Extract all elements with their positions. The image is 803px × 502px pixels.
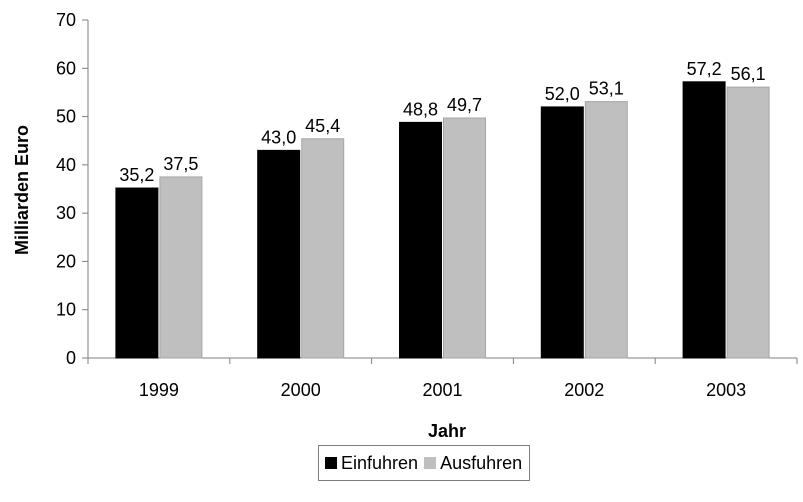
y-tick-label: 40 xyxy=(56,155,76,175)
bar-einfuhren-2003 xyxy=(682,81,726,359)
data-label: 48,8 xyxy=(403,99,438,119)
y-axis: 0 10 20 30 40 50 60 70 xyxy=(56,10,89,368)
legend-swatch-ausfuhren xyxy=(424,457,437,469)
data-label: 35,2 xyxy=(119,165,154,185)
legend-label-einfuhren: Einfuhren xyxy=(341,452,419,473)
bar-ausfuhren-1999 xyxy=(159,176,203,359)
y-tick-label: 20 xyxy=(56,251,76,271)
legend-label-ausfuhren: Ausfuhren xyxy=(440,452,523,473)
bar-ausfuhren-2001 xyxy=(443,117,486,359)
bar-einfuhren-2002 xyxy=(540,106,584,359)
data-labels: 35,2 37,5 43,0 45,4 48,8 49,7 52,0 53,1 57,2 56,1 xyxy=(119,59,765,185)
legend: Einfuhren Ausfuhren xyxy=(318,445,531,481)
bar-einfuhren-2001 xyxy=(399,121,442,359)
data-label: 45,4 xyxy=(305,116,340,136)
y-tick-label: 50 xyxy=(56,107,76,127)
x-tick-label: 2001 xyxy=(422,380,462,400)
bar-einfuhren-1999 xyxy=(115,187,159,359)
y-axis-title: Milliarden Euro xyxy=(12,125,32,255)
bars xyxy=(115,81,770,359)
bar-ausfuhren-2000 xyxy=(301,138,345,359)
x-tick-label: 2003 xyxy=(706,380,746,400)
y-tick-label: 0 xyxy=(66,348,76,368)
bar-chart: 0 10 20 30 40 50 60 70 1999 2000 2001 2002 2003 35,… xyxy=(12,10,798,440)
legend-item-ausfuhren: Ausfuhren xyxy=(424,453,522,474)
bar-einfuhren-2000 xyxy=(257,149,301,359)
y-tick-label: 10 xyxy=(56,300,76,320)
data-label: 52,0 xyxy=(545,84,580,104)
legend-swatch-einfuhren xyxy=(325,457,337,469)
bar-ausfuhren-2003 xyxy=(726,86,770,359)
y-tick-label: 60 xyxy=(56,58,76,78)
x-tick-label: 2000 xyxy=(281,380,321,400)
data-label: 37,5 xyxy=(163,154,198,174)
x-tick-label: 2002 xyxy=(564,380,604,400)
bar-ausfuhren-2002 xyxy=(584,101,628,359)
y-tick-label: 30 xyxy=(56,203,76,223)
data-label: 57,2 xyxy=(687,59,722,79)
x-axis: 1999 2000 2001 2002 2003 xyxy=(87,357,798,400)
data-label: 43,0 xyxy=(261,127,296,147)
data-label: 49,7 xyxy=(447,95,482,115)
y-tick-label: 70 xyxy=(56,10,76,30)
data-label: 56,1 xyxy=(731,64,766,84)
x-axis-title: Jahr xyxy=(428,421,466,440)
legend-item-einfuhren: Einfuhren xyxy=(325,453,418,474)
data-label: 53,1 xyxy=(589,79,624,99)
x-tick-label: 1999 xyxy=(139,380,179,400)
